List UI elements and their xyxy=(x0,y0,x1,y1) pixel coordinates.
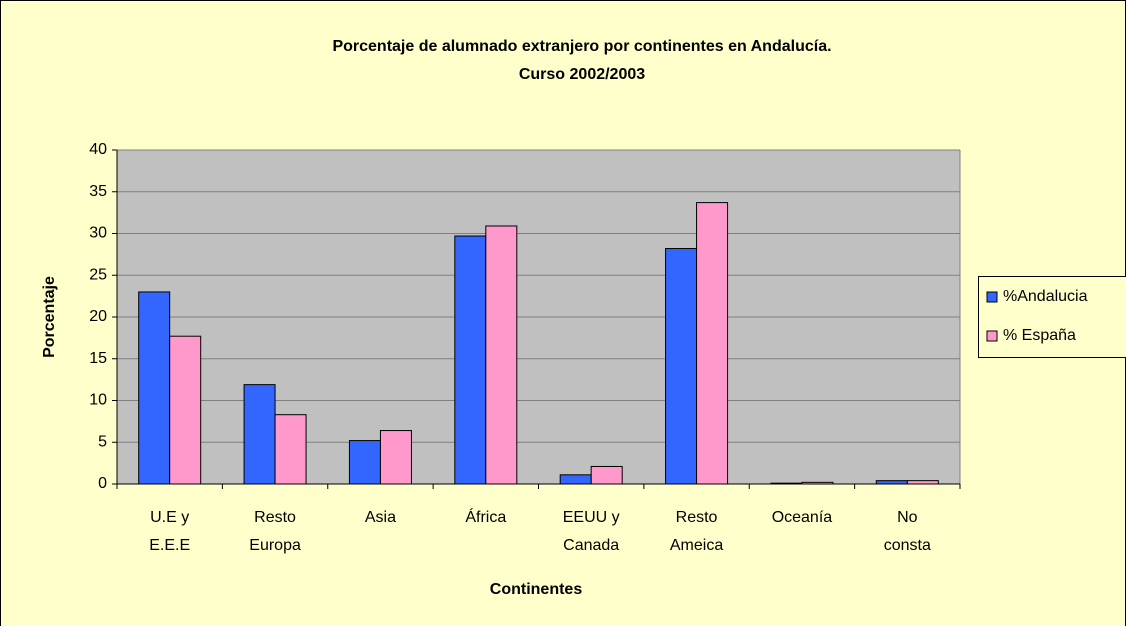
legend-swatch xyxy=(986,291,998,303)
bar xyxy=(590,465,623,485)
x-tick-label: consta xyxy=(884,537,931,554)
x-tick-label: África xyxy=(465,507,506,526)
legend-label: %Andalucia xyxy=(1003,288,1088,305)
bar xyxy=(379,430,412,485)
y-tick-label: 25 xyxy=(89,266,107,283)
x-tick-label: Resto xyxy=(254,509,296,526)
bar xyxy=(559,474,592,485)
x-tick-label: Europa xyxy=(249,537,301,554)
legend-box xyxy=(978,276,1126,358)
bar xyxy=(454,235,487,485)
chart-title: Porcentaje de alumnado extranjero por co… xyxy=(332,38,831,55)
bar xyxy=(906,480,939,485)
x-tick-label: U.E y xyxy=(150,509,189,526)
y-tick-label: 35 xyxy=(89,183,107,200)
bar xyxy=(274,414,307,485)
y-tick-label: 20 xyxy=(89,308,107,325)
bar xyxy=(138,291,171,485)
y-tick-label: 5 xyxy=(98,433,107,450)
y-tick-label: 40 xyxy=(89,141,107,158)
y-axis-label: Porcentaje xyxy=(41,276,58,358)
x-axis-label: Continentes xyxy=(490,581,583,598)
x-tick-label: Oceanía xyxy=(772,509,833,526)
x-tick-label: Asia xyxy=(365,509,396,526)
bar xyxy=(169,335,202,485)
x-tick-label: No xyxy=(897,509,918,526)
y-tick-label: 0 xyxy=(98,475,107,492)
bar xyxy=(243,384,276,485)
x-tick-label: EEUU y xyxy=(563,509,620,526)
x-tick-label: Resto xyxy=(676,509,718,526)
y-tick-label: 10 xyxy=(89,392,107,409)
y-tick-label: 30 xyxy=(89,225,107,242)
bar xyxy=(875,480,908,485)
bar xyxy=(485,225,518,485)
bar xyxy=(665,248,698,485)
bar xyxy=(348,440,381,485)
legend-label: % España xyxy=(1003,327,1076,344)
x-tick-label: E.E.E xyxy=(149,537,190,554)
chart-subtitle: Curso 2002/2003 xyxy=(519,66,645,83)
bar xyxy=(696,202,729,485)
x-tick-label: Ameica xyxy=(670,537,723,554)
legend-swatch xyxy=(986,330,998,342)
y-tick-label: 15 xyxy=(89,350,107,367)
x-tick-label: Canada xyxy=(563,537,619,554)
